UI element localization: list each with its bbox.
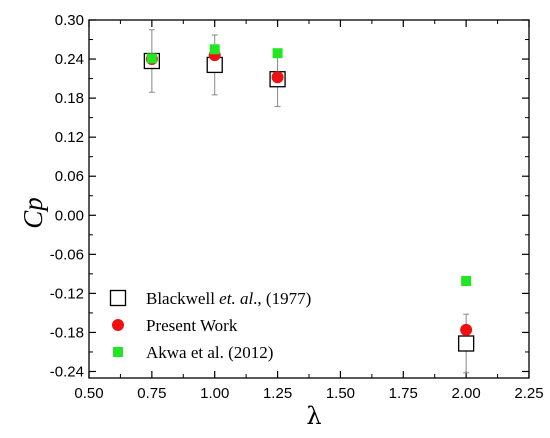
- y-tick-label: 0.06: [55, 168, 84, 185]
- y-tick-label: -0.24: [50, 363, 84, 380]
- series-2-point: [271, 71, 284, 84]
- legend: Blackwell et. al., (1977) Present Work Akw…: [109, 289, 311, 362]
- legend-label-3: Akwa et al. (2012): [146, 343, 273, 362]
- x-tick-label: 1.50: [326, 385, 355, 402]
- legend-marker-2: [112, 319, 124, 331]
- series-2-point: [460, 323, 473, 336]
- y-tick-label: 0.12: [55, 129, 84, 146]
- x-tick-label: 0.75: [137, 385, 166, 402]
- plot-marks: [143, 29, 475, 374]
- y-tick-label: 0.00: [55, 207, 84, 224]
- legend-marker-3: [113, 347, 123, 357]
- series-3-point: [209, 44, 220, 55]
- x-axis-title: λ: [306, 402, 321, 430]
- y-tick-label: -0.06: [50, 246, 84, 263]
- y-tick-label: -0.18: [50, 324, 84, 341]
- axes: [88, 19, 530, 379]
- x-tick-label: 1.25: [263, 385, 292, 402]
- x-tick-label: 2.00: [452, 385, 481, 402]
- x-tick-label: 0.50: [74, 385, 103, 402]
- y-tick-label: 0.30: [55, 12, 84, 29]
- y-axis-title: Cp: [18, 197, 48, 229]
- tick-labels: 0.50 0.75 1.00 1.25 1.50 1.75 2.00 2.25 -0.24 -0.…: [50, 12, 544, 402]
- series-1-point: [457, 335, 475, 352]
- legend-label-2: Present Work: [146, 316, 238, 335]
- y-tick-label: -0.12: [50, 285, 84, 302]
- y-tick-label: 0.18: [55, 90, 84, 107]
- legend-marker-1: [109, 289, 127, 307]
- series-3-point: [146, 53, 157, 64]
- x-tick-label: 1.75: [389, 385, 418, 402]
- series-3-point: [461, 276, 472, 287]
- x-tick-label: 2.25: [514, 385, 543, 402]
- legend-label-1: Blackwell et. al., (1977): [146, 289, 311, 308]
- x-tick-label: 1.00: [200, 385, 229, 402]
- y-tick-label: 0.24: [55, 51, 84, 68]
- series-3-point: [272, 48, 283, 59]
